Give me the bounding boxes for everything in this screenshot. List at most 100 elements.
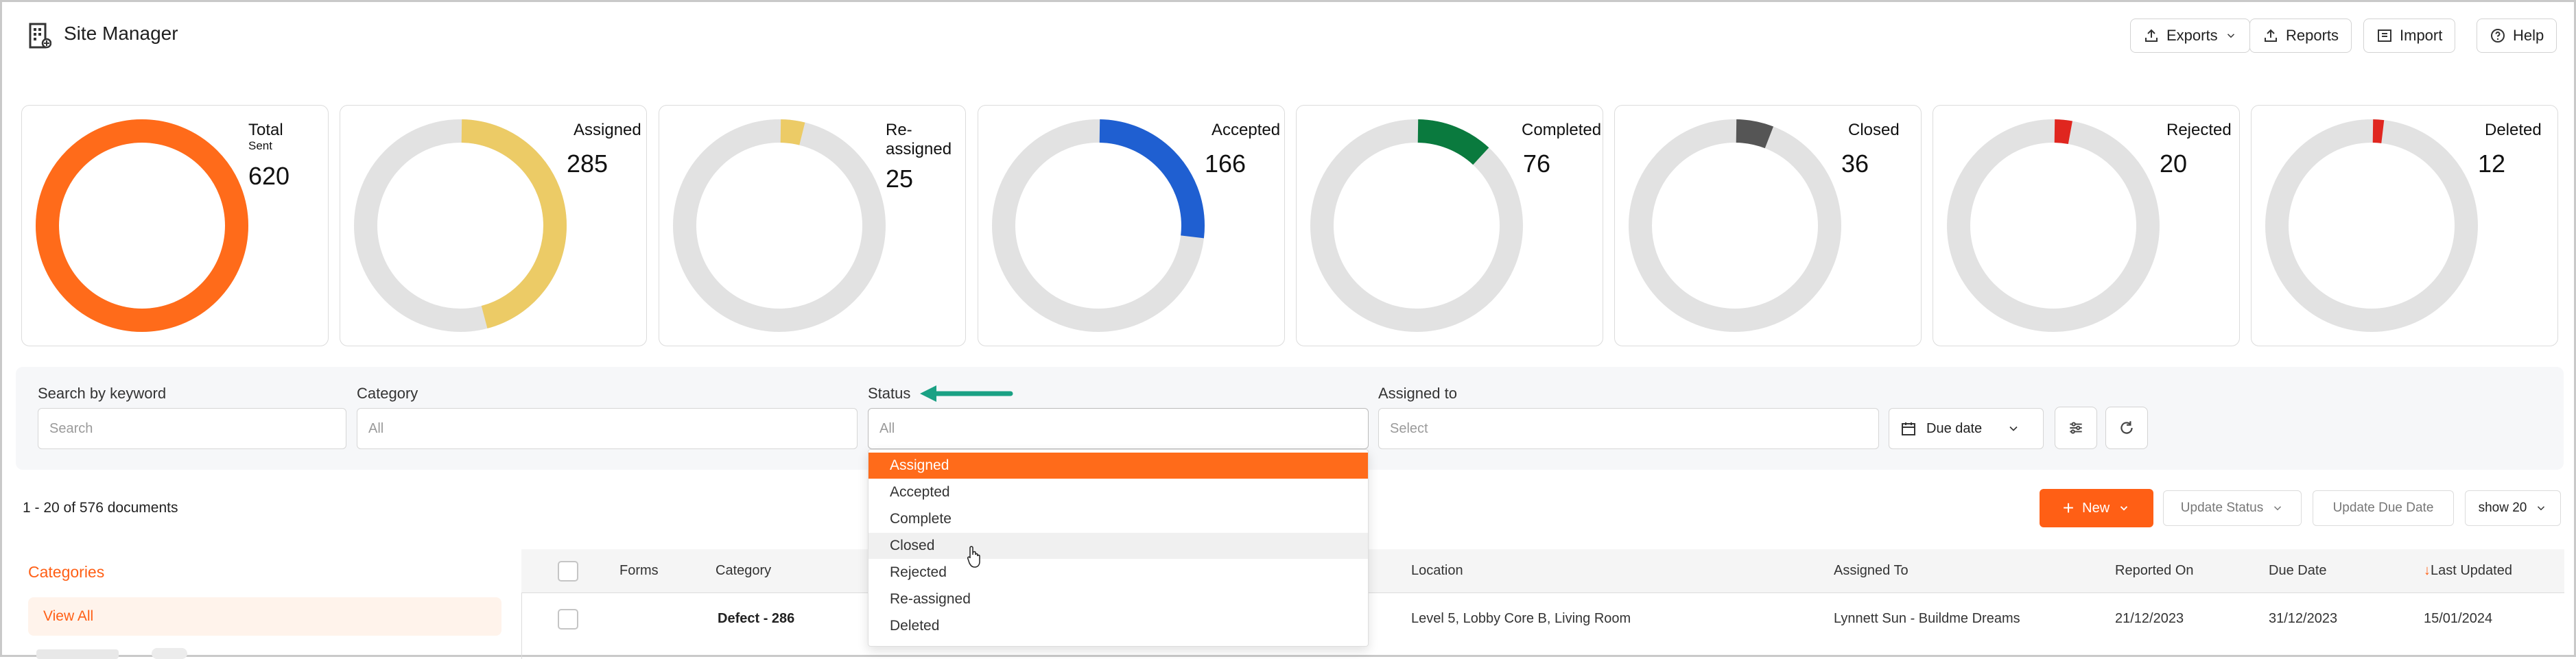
page-size-select[interactable]: show 20 — [2465, 490, 2561, 526]
reset-button[interactable] — [2105, 407, 2148, 449]
chevron-down-icon — [2538, 506, 2545, 511]
search-input[interactable]: Search — [38, 408, 346, 449]
filter-settings-button[interactable] — [2055, 407, 2097, 449]
stat-label-text: Total — [248, 121, 283, 139]
exports-label: Exports — [2166, 27, 2218, 44]
stat-value: 76 — [1523, 149, 1551, 178]
donut-chart — [354, 119, 567, 332]
stat-value: 12 — [2478, 149, 2506, 178]
row-category[interactable]: Defect - 286 — [718, 611, 795, 626]
stat-card[interactable]: Total Sent 620 — [21, 105, 329, 346]
stat-card[interactable]: Rejected 20 — [1933, 105, 2240, 346]
stat-card[interactable]: Assigned 285 — [340, 105, 647, 346]
update-status-button[interactable]: Update Status — [2163, 490, 2302, 526]
donut-segment — [36, 119, 248, 332]
new-button[interactable]: + New — [2040, 489, 2153, 527]
categories-heading: Categories — [28, 563, 105, 581]
annotation-arrow-icon — [917, 383, 1013, 407]
col-location[interactable]: Location — [1411, 563, 1463, 578]
hand-cursor-icon — [967, 545, 983, 572]
assigned-label: Assigned to — [1378, 385, 1457, 402]
view-all-item[interactable]: View All — [28, 597, 501, 636]
stat-label: Deleted — [2485, 121, 2542, 140]
stat-label-text: Deleted — [2485, 121, 2542, 139]
status-option-assigned[interactable]: Assigned — [868, 453, 1368, 479]
new-label: New — [2082, 500, 2110, 516]
import-button[interactable]: Import — [2363, 19, 2456, 53]
assigned-select[interactable]: Select — [1378, 408, 1879, 449]
category-select[interactable]: All — [357, 408, 858, 449]
col-forms[interactable]: Forms — [619, 563, 659, 578]
status-option-closed[interactable]: Closed — [868, 533, 1368, 559]
status-option-accepted[interactable]: Accepted — [890, 484, 950, 500]
row-checkbox[interactable] — [558, 609, 578, 630]
row-due-date: 31/12/2023 — [2269, 611, 2338, 626]
sliders-icon — [2070, 422, 2082, 434]
document-count: 1 - 20 of 576 documents — [23, 500, 178, 516]
exports-button[interactable]: Exports — [2130, 19, 2250, 53]
help-icon — [2491, 29, 2505, 43]
page-size-label: show 20 — [2478, 501, 2527, 515]
stat-label: Total Sent — [248, 121, 283, 152]
reports-button[interactable]: Reports — [2249, 19, 2352, 53]
update-status-label: Update Status — [2180, 501, 2264, 515]
import-label: Import — [2400, 27, 2443, 44]
update-due-date-button[interactable]: Update Due Date — [2313, 490, 2454, 526]
help-label: Help — [2513, 27, 2544, 44]
stat-value: 285 — [567, 149, 608, 178]
stat-card[interactable]: Deleted 12 — [2251, 105, 2558, 346]
stat-sublabel: Sent — [248, 139, 272, 152]
upload-icon — [2265, 29, 2277, 42]
chevron-down-icon — [2274, 506, 2282, 511]
status-option-deleted[interactable]: Deleted — [890, 618, 940, 634]
donut-track — [673, 119, 886, 332]
donut-track — [2265, 119, 2478, 332]
stat-value: 20 — [2160, 149, 2188, 178]
stat-label: Re- assigned — [886, 121, 952, 159]
col-due-date[interactable]: Due Date — [2269, 563, 2327, 578]
stat-label-text: Completed — [1522, 121, 1602, 139]
stat-label-text: Re- assigned — [886, 121, 952, 158]
col-assigned-to[interactable]: Assigned To — [1834, 563, 1909, 578]
donut-chart — [1947, 119, 2160, 332]
due-date-picker[interactable]: Due date — [1889, 408, 2044, 449]
status-option-complete[interactable]: Complete — [890, 511, 952, 527]
status-option-reassigned[interactable]: Re-assigned — [890, 591, 971, 607]
chevron-down-icon — [2009, 426, 2018, 431]
stat-value: 25 — [886, 165, 914, 193]
category-label: Category — [357, 385, 418, 402]
col-last-updated[interactable]: ↓Last Updated — [2424, 563, 2512, 579]
donut-chart — [992, 119, 1205, 332]
row-reported-on: 21/12/2023 — [2115, 611, 2184, 626]
select-all-checkbox[interactable] — [558, 561, 578, 582]
stat-card[interactable]: Re- assigned 25 — [659, 105, 966, 346]
status-option-rejected[interactable]: Rejected — [890, 564, 947, 580]
stat-value: 166 — [1205, 149, 1246, 178]
donut-chart — [1310, 119, 1523, 332]
category-item-partial[interactable] — [36, 649, 119, 659]
calendar-icon — [1902, 422, 1915, 435]
stat-card[interactable]: Closed 36 — [1614, 105, 1922, 346]
stat-card[interactable]: Completed 76 — [1296, 105, 1603, 346]
stat-label-text: Closed — [1848, 121, 1900, 139]
col-category[interactable]: Category — [716, 563, 772, 578]
keyword-label: Search by keyword — [38, 385, 167, 402]
plus-icon: + — [2062, 497, 2075, 518]
row-assigned-to: Lynnett Sun - Buildme Dreams — [1834, 611, 2020, 626]
table-header — [521, 549, 2564, 593]
status-dropdown: Assigned Accepted Complete Closed Reject… — [868, 449, 1369, 647]
help-button[interactable]: Help — [2477, 19, 2557, 53]
status-select[interactable]: All — [868, 408, 1369, 449]
donut-chart — [673, 119, 886, 332]
stat-label-text: Accepted — [1212, 121, 1281, 139]
category-count-badge — [152, 648, 187, 659]
due-date-label: Due date — [1926, 420, 1983, 436]
stat-label: Completed — [1522, 121, 1601, 140]
row-last-updated: 15/01/2024 — [2424, 611, 2493, 626]
donut-segment — [354, 119, 567, 332]
upload-icon — [2145, 29, 2158, 42]
stat-card[interactable]: Accepted 166 — [978, 105, 1285, 346]
donut-track — [1310, 119, 1523, 332]
col-reported-on[interactable]: Reported On — [2115, 563, 2194, 578]
building-icon — [28, 23, 52, 49]
